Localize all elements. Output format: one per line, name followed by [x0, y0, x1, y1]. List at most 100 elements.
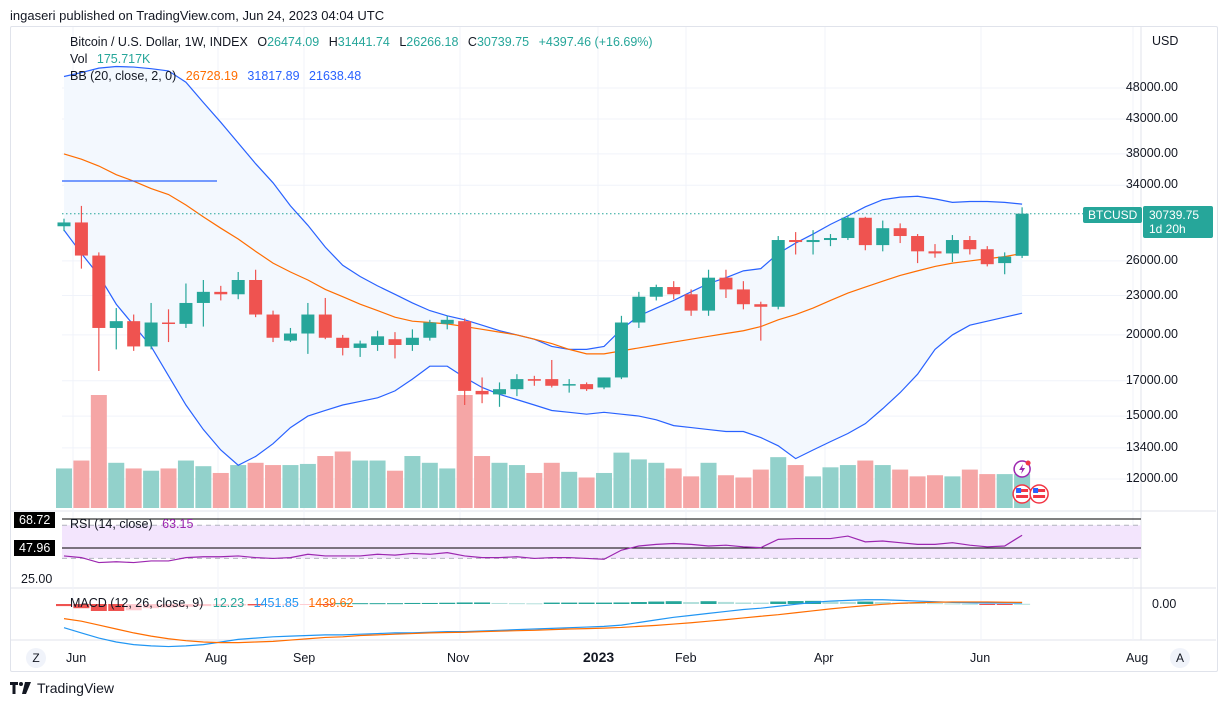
macd-histogram-bar [299, 604, 316, 605]
published-caption: ingaseri published on TradingView.com, J… [10, 8, 385, 23]
candle-body [74, 222, 88, 256]
macd-histogram-bar [90, 604, 107, 611]
volume-bar [491, 462, 508, 508]
volume-bar [143, 470, 160, 508]
currency-label[interactable]: USD [1152, 34, 1179, 48]
volume-bar [265, 465, 282, 508]
candle-body [214, 291, 228, 295]
time-tick-label: Nov [447, 651, 470, 665]
low-value: 26266.18 [406, 35, 459, 49]
time-tick-label: Aug [205, 651, 228, 665]
volume-bar [352, 460, 369, 508]
time-tick-label: 2023 [583, 649, 615, 665]
open-label: O [257, 35, 268, 49]
bb-label[interactable]: BB (20, close, 2, 0) [70, 69, 177, 83]
macd-histogram-bar [961, 603, 978, 605]
candle-body [458, 321, 472, 391]
bb-upper-value: 31817.89 [247, 69, 300, 83]
legend-ohlc: Bitcoin / U.S. Dollar, 1W, INDEX O26474.… [70, 35, 659, 49]
rsi-axis-low: 25.00 [21, 572, 53, 586]
candle-body [823, 238, 837, 241]
legend-symbol[interactable]: Bitcoin / U.S. Dollar, 1W, INDEX [70, 35, 248, 49]
lightning-icon [1019, 464, 1026, 474]
candle-body [614, 322, 628, 378]
volume-bar [247, 462, 264, 508]
macd-hist-value: 12.23 [212, 596, 245, 610]
candle-body [963, 240, 977, 250]
auto-scale-button[interactable]: A [1170, 648, 1190, 668]
candle-body [283, 333, 297, 341]
zoom-button[interactable]: Z [26, 648, 46, 668]
time-tick-label: Sep [293, 651, 316, 665]
volume-bar [717, 475, 734, 508]
price-tick-label: 34000.00 [1125, 177, 1178, 192]
candle-body [388, 339, 402, 345]
candle-body [57, 222, 71, 227]
candle-body [702, 277, 716, 311]
macd-histogram-bar [665, 601, 682, 604]
macd-histogram-bar [909, 602, 926, 604]
macd-histogram-bar [613, 602, 630, 604]
change-value: +4397.46 (+16.69%) [538, 35, 653, 49]
candle-body [1015, 213, 1029, 256]
candle-body [423, 322, 437, 338]
candle-body [928, 251, 942, 254]
volume-bar [857, 460, 874, 508]
candle-body [771, 240, 785, 307]
rsi-label[interactable]: RSI (14, close) [70, 517, 153, 531]
volume-bar [334, 451, 351, 508]
rsi-mid-tag: 47.96 [14, 540, 56, 556]
macd-histogram-bar [839, 601, 856, 604]
macd-histogram-bar [439, 602, 456, 604]
time-tick-label: Aug [1126, 651, 1149, 665]
volume-bar [578, 477, 595, 508]
macd-histogram-bar [386, 603, 403, 605]
macd-histogram-bar [421, 602, 438, 604]
notification-dot [1025, 460, 1031, 466]
candle-body [562, 384, 576, 386]
volume-bar [927, 475, 943, 508]
vol-label[interactable]: Vol [70, 52, 88, 66]
rsi-line [63, 534, 1023, 564]
macd-label[interactable]: MACD (12, 26, close, 9) [70, 596, 204, 610]
candle-body [876, 228, 890, 246]
volume-bar [108, 462, 125, 508]
volume-bar [944, 476, 961, 508]
volume-bar [369, 460, 386, 508]
candle-body [527, 379, 541, 381]
bar-countdown: 1d 20h [1149, 222, 1186, 236]
candle-body [336, 337, 350, 348]
candle-body [719, 277, 733, 290]
price-tick-label: 13400.00 [1125, 439, 1178, 454]
high-value: 31441.74 [337, 35, 390, 49]
macd-zero-label: 0.00 [1152, 597, 1177, 611]
flag-stripe [1033, 495, 1046, 498]
candle-body [475, 390, 489, 395]
flag-canton [1033, 488, 1039, 493]
bb-lower-value: 21638.48 [309, 69, 362, 83]
candle-body [632, 296, 646, 323]
candle-body [806, 240, 820, 243]
rsi-upper-tag: 68.72 [14, 512, 56, 528]
price-tick-label: 38000.00 [1125, 145, 1178, 160]
volume-bar [474, 456, 491, 508]
macd-histogram-bar [561, 602, 578, 604]
candle-body [893, 228, 907, 237]
us-flag-event-icon [1012, 484, 1032, 504]
macd-histogram-bar [143, 604, 160, 609]
tradingview-brand[interactable]: TradingView [10, 680, 114, 696]
volume-bar [700, 462, 717, 508]
bb-basis-line [63, 153, 1023, 355]
macd-histogram-bar [648, 601, 665, 604]
volume-bar [979, 474, 996, 508]
volume-bar [230, 465, 247, 508]
bb-basis-value: 26728.19 [185, 69, 238, 83]
volume-bar [177, 460, 194, 508]
macd-histogram-bar [265, 604, 282, 606]
volume-bar [421, 462, 438, 508]
macd-histogram-bar [282, 604, 299, 605]
price-tick-label: 23000.00 [1125, 287, 1178, 302]
candle-body [405, 337, 419, 345]
volume-bar [909, 476, 926, 508]
